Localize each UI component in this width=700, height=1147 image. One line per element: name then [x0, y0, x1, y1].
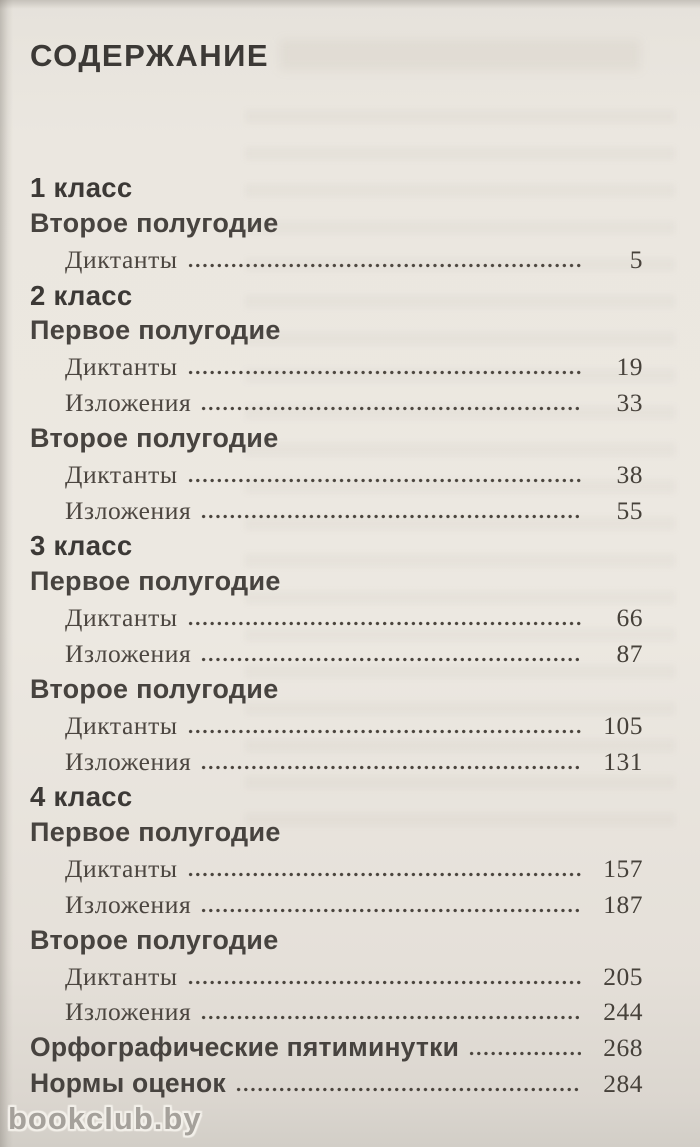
toc-row: Изложения 33	[30, 385, 643, 421]
toc-row: Второе полугодие	[30, 672, 643, 708]
toc-row: Диктанты 205	[30, 959, 643, 995]
page-number: 87	[616, 638, 643, 668]
toc-label: 2 класс	[30, 279, 133, 311]
toc-row: Диктанты 19	[30, 349, 643, 385]
toc-row: 4 класс	[30, 779, 643, 815]
page-number: 66	[616, 603, 643, 633]
toc-row: Первое полугодие	[30, 564, 643, 600]
dot-leader	[186, 621, 581, 627]
toc-row: Диктанты 157	[30, 851, 643, 887]
dot-leader	[186, 477, 581, 483]
toc-label: Первое полугодие	[30, 315, 281, 346]
table-of-contents: 1 класс Второе полугодие Диктанты 5 2 класс П…	[30, 170, 643, 1102]
toc-label: Второе полугодие	[30, 207, 279, 238]
toc-label: Диктанты	[65, 352, 178, 382]
toc-label: Орфографические пятиминутки	[30, 1032, 460, 1063]
dot-leader	[186, 872, 581, 878]
page-number: 187	[603, 889, 643, 919]
scan-edge-left	[0, 0, 13, 1147]
toc-label: Второе полугодие	[30, 673, 279, 704]
toc-row: Диктанты 5	[30, 242, 643, 278]
page-number: 55	[616, 495, 643, 525]
dot-leader	[186, 262, 581, 268]
page-number: 268	[603, 1033, 643, 1063]
toc-row: Второе полугодие	[30, 421, 643, 457]
dot-leader	[186, 728, 581, 734]
toc-label: Второе полугодие	[30, 422, 279, 453]
toc-label: Диктанты	[65, 710, 178, 740]
page-number: 131	[603, 746, 643, 776]
toc-label: Изложения	[65, 638, 192, 668]
watermark: bookclub.by	[8, 1101, 202, 1136]
toc-row: 1 класс	[30, 170, 643, 206]
toc-row: Изложения 187	[30, 887, 643, 923]
toc-label: Диктанты	[65, 603, 178, 633]
page-title: СОДЕРЖАНИЕ	[30, 38, 270, 73]
toc-label: 3 класс	[30, 530, 133, 562]
page-number: 105	[603, 710, 643, 740]
page-number: 19	[616, 352, 643, 382]
dot-leader	[200, 656, 581, 662]
toc-label: Изложения	[65, 495, 192, 525]
page-number: 5	[629, 244, 643, 274]
toc-row: Второе полугодие	[30, 923, 643, 959]
toc-row: Изложения 244	[30, 994, 643, 1030]
toc-label: Изложения	[65, 889, 192, 919]
dot-leader	[200, 764, 581, 770]
toc-row: Диктанты 66	[30, 600, 643, 636]
toc-label: Изложения	[65, 746, 192, 776]
dot-leader	[468, 1051, 581, 1057]
page-number: 33	[616, 388, 643, 418]
scan-edge-top	[0, 0, 700, 9]
page-number: 205	[603, 961, 643, 991]
toc-label: Изложения	[65, 388, 192, 418]
toc-row: 2 класс	[30, 278, 643, 314]
toc-label: Нормы оценок	[30, 1068, 226, 1099]
toc-row: Изложения 131	[30, 744, 643, 780]
page-number: 38	[616, 459, 643, 489]
toc-label: 4 класс	[30, 781, 133, 813]
toc-label: Первое полугодие	[30, 817, 281, 848]
toc-row: Нормы оценок 284	[30, 1066, 643, 1102]
page-number: 284	[603, 1069, 643, 1099]
toc-label: Диктанты	[65, 244, 178, 274]
toc-label: 1 класс	[30, 172, 133, 203]
toc-row: Первое полугодие	[30, 815, 643, 851]
toc-label: Второе полугодие	[30, 924, 279, 955]
page-number: 244	[603, 997, 643, 1027]
toc-label: Диктанты	[65, 854, 178, 884]
toc-row: Орфографические пятиминутки 268	[30, 1030, 643, 1066]
toc-label: Диктанты	[65, 459, 178, 489]
toc-row: Первое полугодие	[30, 313, 643, 349]
dot-leader	[234, 1087, 581, 1093]
page-number: 157	[603, 854, 643, 884]
toc-row: 3 класс	[30, 528, 643, 564]
toc-row: Диктанты 105	[30, 708, 643, 744]
toc-row: Изложения 87	[30, 636, 643, 672]
toc-label: Изложения	[65, 997, 192, 1027]
toc-row: Изложения 55	[30, 493, 643, 529]
dot-leader	[186, 979, 581, 985]
toc-label: Первое полугодие	[30, 566, 281, 597]
toc-row: Диктанты 38	[30, 457, 643, 493]
toc-label: Диктанты	[65, 961, 178, 991]
dot-leader	[200, 406, 581, 412]
dot-leader	[200, 1015, 581, 1021]
toc-row: Второе полугодие	[30, 206, 643, 242]
dot-leader	[186, 370, 581, 376]
dot-leader	[200, 907, 581, 913]
dot-leader	[200, 513, 581, 519]
